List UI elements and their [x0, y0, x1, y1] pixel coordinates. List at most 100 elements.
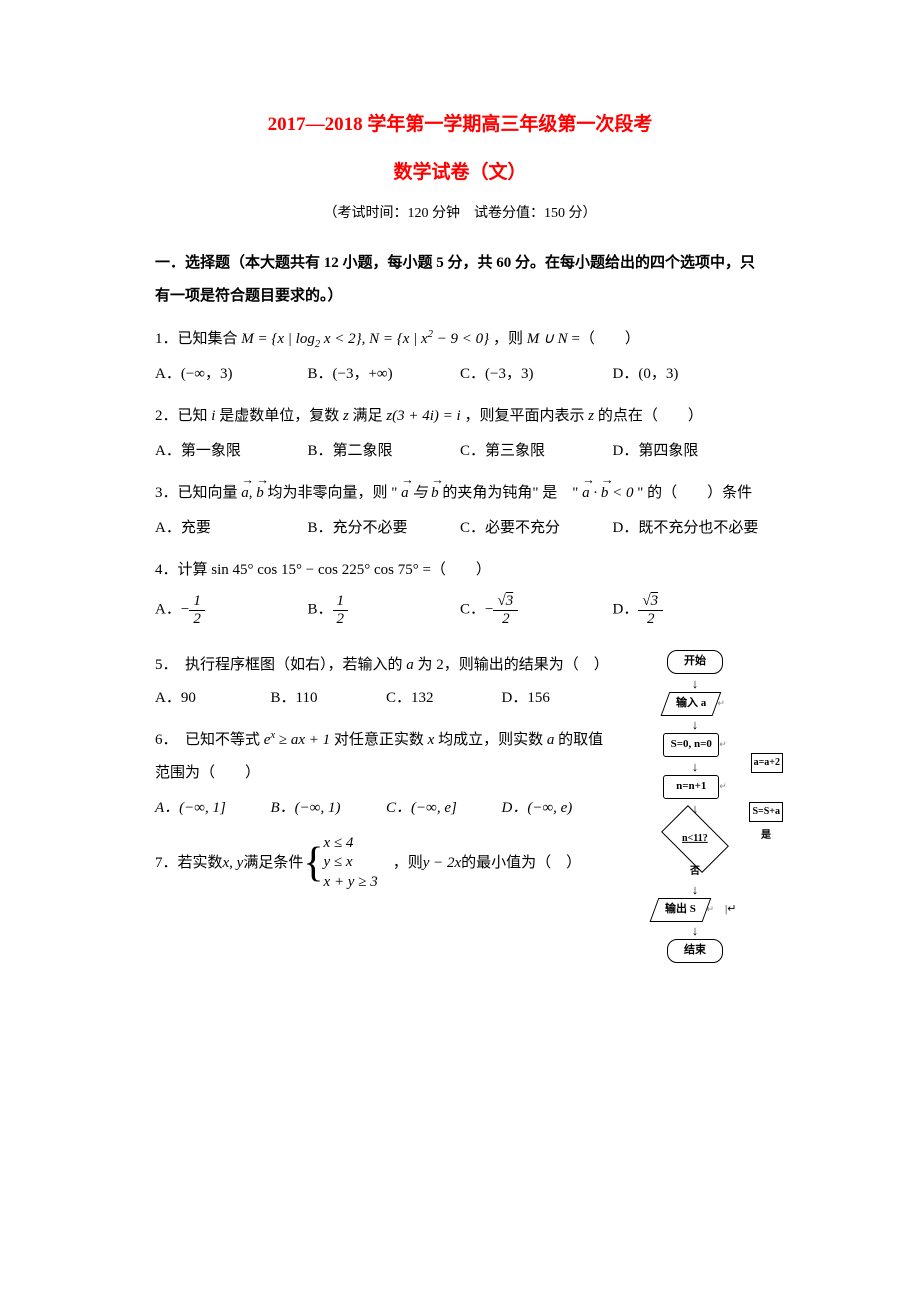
question-7: 7．若实数 x, y 满足条件 { x ≤ 4 y ≤ x x + y ≥ 3 … — [155, 834, 617, 893]
q4-d-den: 2 — [638, 611, 663, 628]
q3-stem-b: 均为非零向量，则 " — [268, 485, 398, 501]
question-2: 2．已知 i 是虚数单位，复数 z 满足 z(3 + 4i) = i ，则复平面… — [155, 400, 765, 433]
q2-z: z — [343, 408, 349, 424]
q1-opt-c: C．(−3，3) — [460, 362, 613, 386]
q2-stem-a: 2．已知 — [155, 408, 211, 424]
fc-output: 输出 S — [649, 898, 710, 922]
fc-inc-n: n=n+1 — [663, 775, 719, 799]
q7-stem-c: ，则 — [378, 847, 423, 880]
q2-opt-c: C．第三象限 — [460, 439, 613, 463]
q7-xy: x, y — [223, 847, 244, 880]
fc-input: 输入 a — [661, 692, 722, 716]
question-3: 3．已知向量 a, b 均为非零向量，则 " a 与 b 的夹角为钝角" 是 "… — [155, 477, 765, 510]
q1-stem-a: 1．已知集合 — [155, 331, 241, 347]
q5-stem-a: 5． 执行程序框图（如右），若输入的 — [155, 657, 406, 673]
q2-stem-b: 是虚数单位，复数 — [219, 408, 343, 424]
q6-opt-c: C．(−∞, e] — [386, 796, 502, 820]
q5-opt-c: C．132 — [386, 686, 502, 710]
q5-stem-b: 为 2，则输出的结果为（ ） — [414, 657, 609, 673]
q6-options: A．(−∞, 1] B．(−∞, 1) C．(−∞, e] D．(−∞, e) — [155, 796, 617, 820]
fc-init: S=0, n=0 — [663, 733, 719, 757]
q7-stem-a: 7．若实数 — [155, 847, 223, 880]
q6-stem-a: 6． 已知不等式 — [155, 732, 264, 748]
q6-a: a — [547, 732, 555, 748]
q4-a-den: 2 — [189, 611, 205, 628]
fc-yes: 是 — [761, 828, 771, 844]
q4-b-den: 2 — [333, 611, 349, 628]
q4-options: A．−12 B．12 C．−√32 D．√32 — [155, 593, 765, 627]
q5-a-var: a — [406, 657, 414, 673]
q7-stem-b: 满足条件 — [243, 847, 303, 880]
q4-d-num: 3 — [651, 593, 660, 609]
q6-opt-b: B．(−∞, 1) — [271, 796, 387, 820]
q3-vec-a-and-b: a 与 b — [401, 485, 439, 501]
q3-opt-d: D．既不充分也不必要 — [613, 516, 766, 540]
q7-brace: { — [303, 838, 323, 888]
q3-stem-a: 3．已知向量 — [155, 485, 241, 501]
q4-b-lead: B． — [308, 602, 333, 618]
q3-stem-d: " 的（ ）条件 — [637, 485, 752, 501]
q6-ineq: ex ≥ ax + 1 — [264, 732, 330, 748]
q3-dot: a · b < 0 — [582, 485, 633, 501]
q2-stem-c: 满足 — [353, 408, 387, 424]
q4-c-num: 3 — [506, 593, 515, 609]
q6-stem-b: 对任意正实数 — [334, 732, 428, 748]
question-4: 4．计算 sin 45° cos 15° − cos 225° cos 75° … — [155, 554, 765, 587]
q1-opt-d: D．(0，3) — [613, 362, 766, 386]
fc-cond: n<11? — [661, 805, 729, 873]
section-1-heading: 一．选择题（本大题共有 12 小题，每小题 5 分，共 60 分。在每小题给出的… — [155, 247, 765, 313]
fc-start: 开始 — [667, 650, 723, 674]
q4-a-lead: A． — [155, 602, 181, 618]
q4-opt-a: A．−12 — [155, 593, 308, 627]
q3-vec-ab: a, b — [241, 485, 264, 501]
question-1: 1．已知集合 M = {x | log2 x < 2}, N = {x | x2… — [155, 323, 765, 356]
question-6: 6． 已知不等式 ex ≥ ax + 1 对任意正实数 x 均成立，则实数 a … — [155, 724, 617, 790]
q7-sys-1: x ≤ 4 — [324, 835, 354, 851]
q7-expr: y − 2x — [423, 847, 461, 880]
fc-end: 结束 — [667, 939, 723, 963]
q5-opt-a: A．90 — [155, 686, 271, 710]
q4-opt-c: C．−√32 — [460, 593, 613, 627]
q5-options: A．90 B．110 C．132 D．156 — [155, 686, 617, 710]
q1-stem-b: ，则 — [493, 331, 527, 347]
q4-c-den: 2 — [493, 611, 518, 628]
q4-d-lead: D． — [613, 602, 639, 618]
q4-opt-d: D．√32 — [613, 593, 766, 627]
q3-options: A．充要 B．充分不必要 C．必要不充分 D．既不充分也不必要 — [155, 516, 765, 540]
q4-opt-b: B．12 — [308, 593, 461, 627]
fc-arrow-3 — [625, 760, 765, 772]
q6-opt-a: A．(−∞, 1] — [155, 796, 271, 820]
q2-opt-a: A．第一象限 — [155, 439, 308, 463]
q1-opt-b: B．(−3，+∞) — [308, 362, 461, 386]
q3-opt-a: A．充要 — [155, 516, 308, 540]
fc-arrow-1 — [625, 677, 765, 689]
q2-eq: z(3 + 4i) = i — [386, 408, 460, 424]
q2-options: A．第一象限 B．第二象限 C．第三象限 D．第四象限 — [155, 439, 765, 463]
q6-opt-d: D．(−∞, e) — [502, 796, 618, 820]
q5-opt-b: B．110 — [271, 686, 387, 710]
q3-stem-c: 的夹角为钝角" 是 " — [442, 485, 582, 501]
q5-7-with-flowchart: 5． 执行程序框图（如右），若输入的 a 为 2，则输出的结果为（ ） A．90… — [155, 641, 765, 966]
q1-stem-c: =（ ） — [571, 331, 639, 347]
q2-opt-d: D．第四象限 — [613, 439, 766, 463]
q2-opt-b: B．第二象限 — [308, 439, 461, 463]
q7-sys-3: x + y ≥ 3 — [324, 874, 378, 890]
q6-x: x — [428, 732, 435, 748]
q7-stem-d: 的最小值为（ ） — [461, 847, 581, 880]
exam-title-2: 数学试卷（文） — [155, 158, 765, 188]
q4-a-num: 1 — [189, 593, 205, 611]
question-5: 5． 执行程序框图（如右），若输入的 a 为 2，则输出的结果为（ ） — [155, 651, 617, 680]
flowchart: 开始 输入 a↵ S=0, n=0↵ n=n+1↵ a=a+2 S=S+a n<… — [625, 647, 765, 966]
q1-set-m: M = {x | log2 x < 2}, N = {x | x2 − 9 < … — [241, 331, 489, 347]
q2-stem-e: 的点在（ ） — [598, 408, 703, 424]
exam-title-1: 2017—2018 学年第一学期高三年级第一次段考 — [155, 110, 765, 140]
q3-opt-b: B．充分不必要 — [308, 516, 461, 540]
fc-arrow-6 — [625, 924, 765, 936]
q2-z2: z — [588, 408, 594, 424]
fc-arrow-2 — [625, 718, 765, 730]
q6-stem-c: 均成立，则实数 — [438, 732, 547, 748]
q5-opt-d: D．156 — [502, 686, 618, 710]
fc-inc-a: a=a+2 — [751, 753, 783, 773]
q4-b-num: 1 — [333, 593, 349, 611]
q1-options: A．(−∞，3) B．(−3，+∞) C．(−3，3) D．(0，3) — [155, 362, 765, 386]
